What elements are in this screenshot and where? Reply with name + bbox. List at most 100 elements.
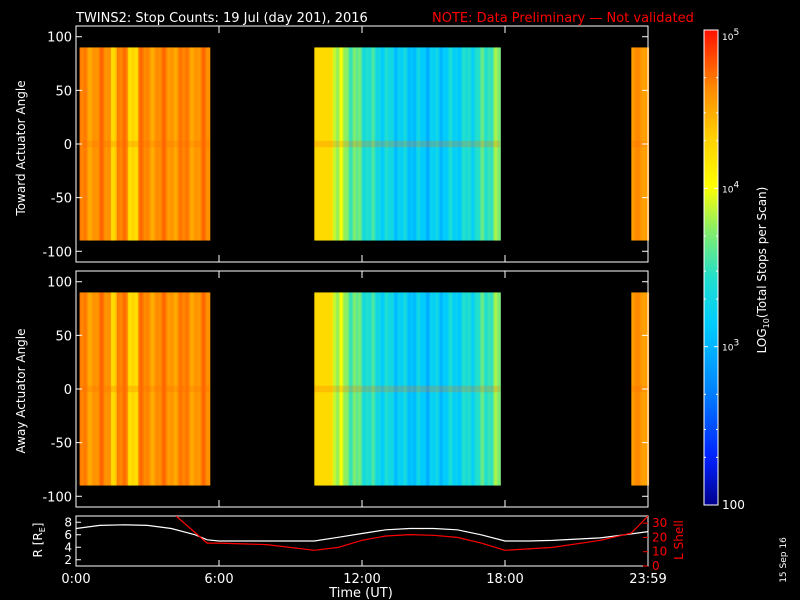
heatmap-column [377,47,380,241]
heatmap-column [375,47,378,241]
heatmap-column [105,47,108,241]
heatmap-column [361,47,364,241]
heatmap-column [448,292,451,486]
heatmap-column [173,47,176,241]
heatmap-column [494,292,497,486]
heatmap-column [370,47,373,241]
heatmap-column [322,47,325,241]
heatmap-column [421,47,424,241]
heatmap-column [203,292,207,486]
ytick-label: 100 [47,276,72,291]
heatmap-column [405,47,408,241]
heatmap-column [169,292,172,486]
heatmap-column [413,292,416,486]
heatmap-column [357,47,360,241]
heatmap-column [146,292,149,486]
heatmap-column [435,47,438,241]
heatmap-column [206,47,209,241]
heatmap-column [145,292,148,486]
heatmap-column [328,292,331,486]
heatmap-column [334,292,337,486]
heatmap-column [464,47,467,241]
heatmap-column [495,292,498,486]
heatmap-column [401,47,404,241]
heatmap-column [129,47,132,241]
heatmap-column [362,292,365,486]
heatmap-column [331,292,334,486]
heatmap-column [196,47,199,241]
heatmap-column [156,47,159,241]
heatmap-column [163,292,166,486]
heatmap-column [388,47,391,241]
heatmap-column [171,47,174,241]
heatmap-column [149,47,152,241]
heatmap-column [458,47,461,241]
heatmap-column [102,292,105,486]
heatmap-column [156,292,159,486]
heatmap-column [397,292,400,486]
heatmap-column [340,47,343,241]
time-tick-label: 12:00 [343,572,380,587]
heatmap-column [413,47,416,241]
heatmap-column [473,292,476,486]
heatmap-column [431,292,434,486]
heatmap-column [98,292,101,486]
heatmap-column [484,47,487,241]
heatmap-column [485,47,488,241]
heatmap-column [355,292,358,486]
heatmap-column [168,47,171,241]
heatmap-column [631,292,634,486]
heatmap-column [404,47,407,241]
heatmap-column [461,292,464,486]
heatmap-column [358,47,361,241]
heatmap-column [400,47,403,241]
heatmap-column [425,47,428,241]
heatmap-column [125,292,128,486]
heatmap-column [314,292,317,486]
heatmap-column [497,292,500,486]
heatmap-column [195,47,198,241]
heatmap-column [109,292,112,486]
heatmap-column [387,47,390,241]
heatmap-column [196,292,199,486]
heatmap-column [498,47,501,241]
heatmap-column [318,47,321,241]
heatmap-column [126,292,129,486]
heatmap-column [345,47,348,241]
heatmap-column [635,292,638,486]
heatmap-column [437,47,440,241]
heatmap-column [119,47,122,241]
heatmap-column [178,47,181,241]
heatmap-column [159,47,162,241]
heatmap-column [109,47,112,241]
heatmap-column [99,292,102,486]
heatmap-column [126,47,129,241]
heatmap-column [414,292,417,486]
heatmap-column [328,47,331,241]
heatmap-column [165,47,168,241]
heatmap-column [414,47,417,241]
heatmap-column [133,47,136,241]
heatmap-column [427,292,430,486]
heatmap-column [390,47,393,241]
heatmap-column [638,47,641,241]
heatmap-column [358,292,361,486]
heatmap-column [82,47,85,241]
heatmap-column [380,47,383,241]
heatmap-column [480,292,483,486]
heatmap-column [497,47,500,241]
heatmap-column [468,47,471,241]
heatmap-column [407,47,410,241]
heatmap-column [136,292,139,486]
heatmap-column [467,47,470,241]
heatmap-column [374,292,377,486]
heatmap-column [85,292,88,486]
heatmap-column [464,292,467,486]
heatmap-column [632,47,635,241]
heatmap-column [380,292,383,486]
heatmap-column [91,47,94,241]
lshell-line [175,516,648,551]
heatmap-column [352,292,355,486]
heatmap-column [433,47,436,241]
lshell-tick-label: 10 [652,545,667,559]
